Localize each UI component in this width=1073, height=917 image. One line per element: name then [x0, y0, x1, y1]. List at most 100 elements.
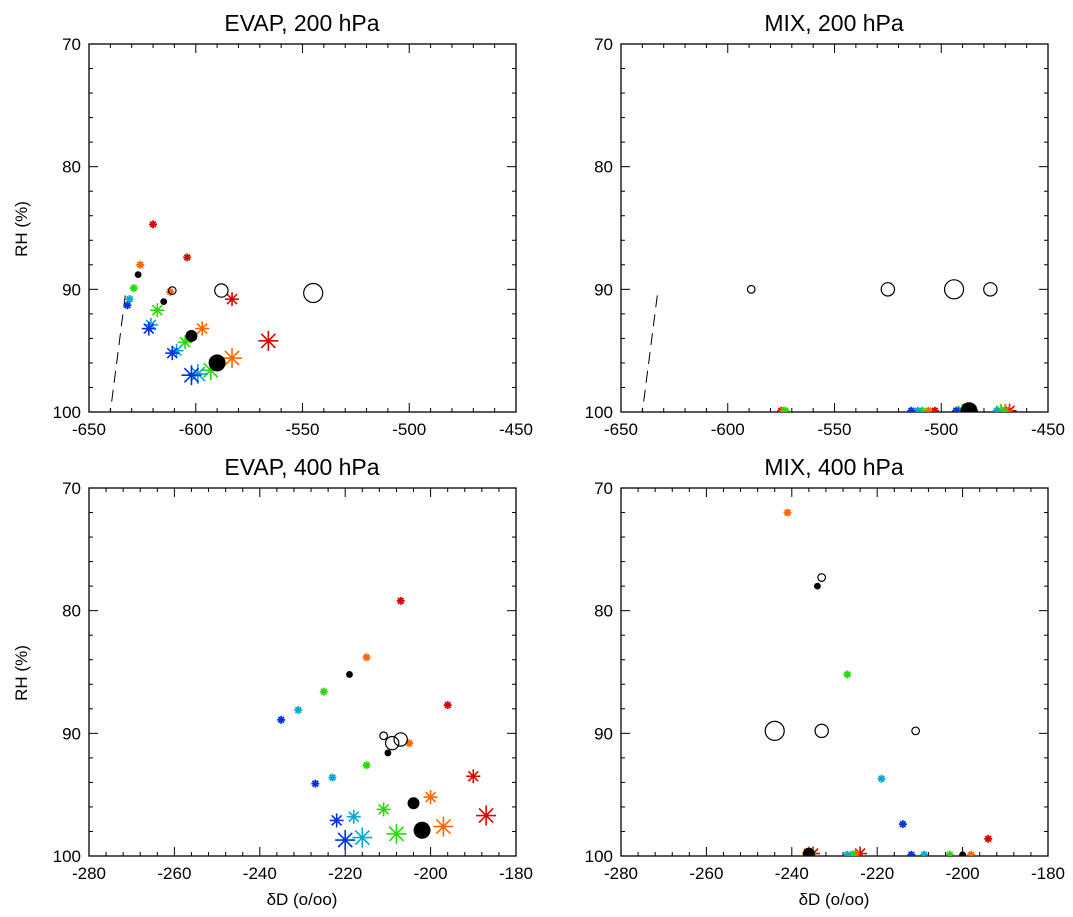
asterisk-marker [466, 769, 481, 784]
asterisk-marker [335, 830, 356, 851]
y-tick-label: 90 [594, 724, 613, 743]
y-tick-label: 80 [62, 602, 81, 621]
y-tick-label: 90 [62, 280, 81, 299]
asterisk-marker [783, 508, 792, 517]
panel-title: EVAP, 400 hPa [224, 454, 379, 480]
asterisk-marker [992, 406, 1001, 412]
filled-circle-marker [185, 329, 198, 342]
y-tick-label: 80 [594, 158, 613, 177]
x-tick-label: -260 [689, 864, 723, 883]
asterisk-marker [346, 809, 361, 824]
x-tick-label: -180 [499, 864, 533, 883]
y-tick-label: 90 [594, 280, 613, 299]
x-tick-label: -450 [499, 420, 533, 439]
x-tick-label: -500 [392, 420, 426, 439]
filled-circle-marker [134, 271, 142, 279]
open-circle-marker [983, 282, 998, 297]
y-tick-label: 100 [53, 847, 81, 866]
x-tick-label: -600 [711, 420, 745, 439]
panel-title: MIX, 400 hPa [764, 454, 904, 480]
asterisk-marker [319, 687, 328, 696]
asterisk-marker [165, 346, 180, 361]
panel-evap-200: EVAP, 200 hPa -650 -600 -550 -500 -450 70 80 90… [53, 10, 533, 439]
asterisk-marker [294, 706, 303, 715]
asterisk-marker [136, 260, 145, 269]
open-circle-marker [814, 723, 829, 739]
x-tick-label: -280 [72, 864, 106, 883]
open-circle-marker [817, 573, 827, 582]
asterisk-marker [843, 670, 852, 679]
asterisk-marker [781, 406, 790, 412]
asterisk-marker [907, 850, 916, 856]
plot-area: -280 -260 -240 -220 -200 -180 70 80 90 100 [53, 479, 533, 883]
y-tick-label: 70 [62, 35, 81, 54]
asterisk-marker [311, 779, 320, 788]
x-tick-label: -240 [775, 864, 809, 883]
x-tick-label: -280 [604, 864, 638, 883]
asterisk-marker [328, 773, 337, 782]
open-circle-marker [303, 282, 324, 304]
asterisk-marker [433, 816, 454, 837]
asterisk-marker [898, 820, 907, 829]
x-tick-label: -200 [946, 864, 980, 883]
y-tick-label: 70 [62, 479, 81, 498]
y-tick-label: 80 [594, 602, 613, 621]
x-tick-label: -200 [414, 864, 448, 883]
y-axis-label: RH (%) [12, 645, 31, 701]
asterisk-marker [952, 406, 961, 412]
asterisk-marker [125, 295, 134, 304]
data-layer [764, 508, 993, 856]
x-axis-label: δD (o/oo) [799, 890, 870, 909]
data-layer [641, 279, 1017, 412]
asterisk-marker [476, 805, 497, 826]
filled-circle-marker [814, 582, 821, 590]
panel-mix-200: MIX, 200 hPa -650 -600 -550 -500 -450 70 80 90 1… [585, 10, 1065, 439]
reference-line [641, 295, 658, 412]
open-circle-marker [393, 732, 408, 747]
x-tick-label: -500 [924, 420, 958, 439]
filled-circle-marker [208, 354, 226, 372]
asterisk-marker [362, 653, 371, 662]
filled-circle-marker [160, 298, 168, 305]
asterisk-marker [877, 774, 886, 783]
y-tick-label: 100 [585, 847, 613, 866]
open-circle-marker [880, 282, 896, 297]
plot-area: -650 -600 -550 -500 -450 70 80 90 100 [585, 35, 1065, 439]
x-tick-label: -240 [243, 864, 277, 883]
plot-frame [620, 487, 1049, 857]
plot-frame [88, 487, 517, 857]
asterisk-marker [187, 363, 208, 384]
x-axis-label: δD (o/oo) [267, 890, 338, 909]
open-circle-marker [379, 731, 389, 741]
asterisk-marker [423, 790, 438, 805]
x-tick-label: -650 [604, 420, 638, 439]
y-tick-label: 90 [62, 724, 81, 743]
asterisk-marker [141, 321, 156, 336]
data-layer [277, 596, 497, 851]
panel-evap-400: EVAP, 400 hPa -280 -260 -240 -220 -200 -180 70… [53, 454, 533, 883]
asterisk-marker [352, 827, 373, 848]
filled-circle-marker [413, 821, 431, 839]
asterisk-marker [195, 321, 210, 336]
x-tick-label: -180 [1031, 864, 1065, 883]
filled-circle-marker [960, 402, 978, 412]
x-tick-label: -220 [328, 864, 362, 883]
asterisk-marker [225, 292, 240, 307]
data-layer [109, 220, 324, 412]
filled-circle-marker [384, 749, 392, 757]
asterisk-marker [376, 802, 391, 817]
asterisk-marker [945, 850, 954, 856]
filled-circle-marker [959, 851, 966, 856]
open-circle-marker [911, 726, 921, 736]
asterisk-marker [907, 406, 916, 412]
asterisk-marker [362, 761, 371, 770]
y-tick-label: 70 [594, 479, 613, 498]
plot-frame [620, 43, 1049, 413]
filled-circle-marker [346, 671, 353, 678]
asterisk-marker [967, 850, 976, 856]
x-tick-label: -650 [72, 420, 106, 439]
open-circle-marker [943, 279, 965, 300]
panel-title: MIX, 200 hPa [764, 10, 904, 36]
asterisk-marker [920, 850, 929, 856]
